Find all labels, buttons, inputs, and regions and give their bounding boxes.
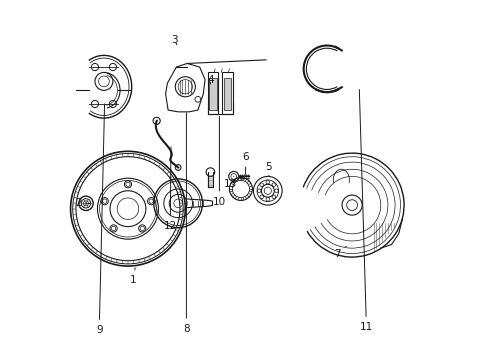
Text: 1: 1 [130,268,136,285]
Text: 11: 11 [359,90,372,332]
Polygon shape [209,78,216,110]
Text: 13: 13 [224,176,237,189]
Text: 10: 10 [212,116,225,207]
Text: 9: 9 [96,104,104,335]
Text: 5: 5 [265,162,272,176]
Text: 7: 7 [333,246,346,258]
Text: 8: 8 [183,113,189,334]
Text: 4: 4 [207,75,213,85]
Text: 12: 12 [163,147,177,231]
Text: 6: 6 [242,152,248,174]
Text: 3: 3 [171,35,178,45]
Polygon shape [223,78,230,110]
Text: 2: 2 [75,198,89,208]
